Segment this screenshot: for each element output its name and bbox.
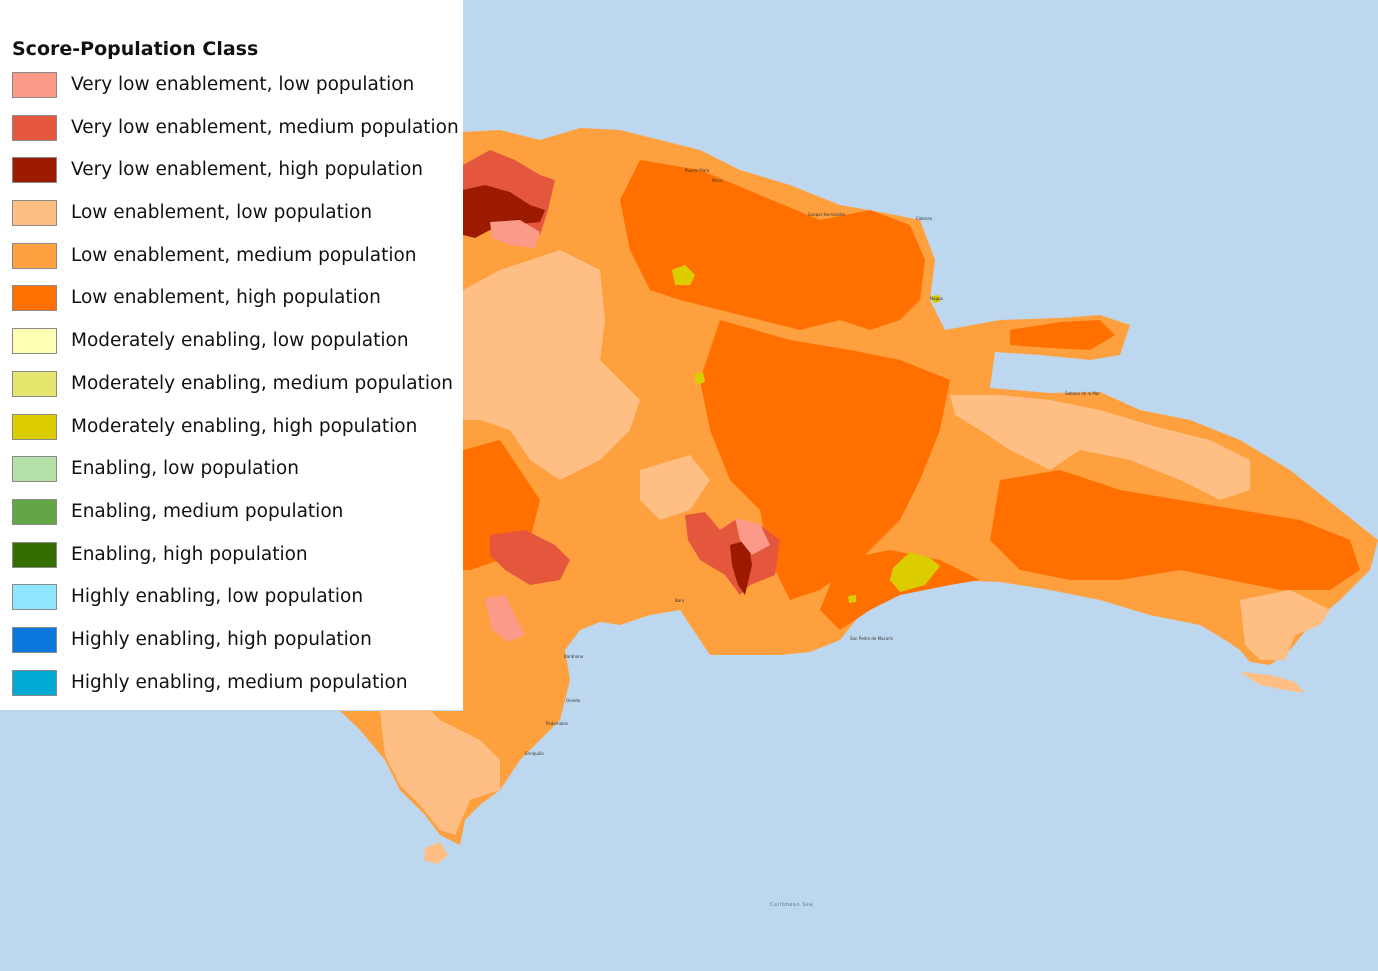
legend-label: Enabling, high population [71, 543, 308, 565]
sea-label: Caribbean Sea [770, 902, 813, 908]
place-label: Oviedo [566, 698, 581, 703]
region-verylow-low-northwest [490, 220, 540, 248]
place-label: Sabana de la Mar [1065, 391, 1100, 396]
legend-item: Enabling, medium population [12, 498, 459, 542]
legend-title: Score-Population Class [12, 38, 259, 60]
region-verylow-high-northwest [463, 185, 545, 238]
region-low-low-west [463, 250, 640, 480]
region-verylow-low-southwest [485, 595, 525, 642]
legend-label: Low enablement, low population [71, 202, 373, 224]
legend-item: Enabling, high population [12, 541, 459, 585]
place-label: Gaspar Hernández [808, 212, 845, 217]
legend-item: Low enablement, low population [12, 200, 459, 243]
legend-item: Low enablement, high population [12, 285, 459, 328]
legend-item: Low enablement, medium population [12, 242, 459, 286]
region-low-high-central [700, 320, 950, 600]
legend-item: Very low enablement, medium population [12, 114, 459, 158]
legend-item: Enabling, low population [12, 456, 459, 499]
place-label: Nagua [930, 296, 944, 301]
legend-swatch [12, 541, 57, 568]
legend-swatch [12, 157, 57, 184]
legend-label: Very low enablement, low population [71, 74, 415, 95]
legend-swatch [12, 626, 57, 653]
legend-item: Moderately enabling, low population [12, 328, 459, 371]
region-low-low-east [950, 395, 1250, 500]
legend-list: Very low enablement, low population Very … [12, 72, 459, 712]
region-low-high-peninsula [1010, 320, 1115, 350]
legend-panel: Score-Population Class Very low enableme… [0, 0, 463, 710]
legend-label: Enabling, medium population [71, 500, 344, 522]
legend-item: Very low enablement, high population [12, 157, 459, 200]
legend-swatch [12, 285, 57, 312]
legend-swatch [12, 669, 57, 696]
legend-label: Moderately enabling, medium population [71, 372, 454, 394]
place-label: Puerto Plata [685, 168, 710, 173]
place-label: Moca [712, 178, 723, 183]
legend-swatch [12, 72, 57, 98]
legend-label: Moderately enabling, high population [71, 415, 418, 437]
region-moderate-high-dot1 [848, 595, 856, 603]
place-label: San Pedro de Macorís [850, 636, 893, 641]
region-moderate-high-center [694, 372, 705, 385]
region-moderate-high-north [672, 265, 695, 285]
legend-item: Highly enabling, low population [12, 584, 459, 627]
legend-item: Highly enabling, high population [12, 626, 459, 670]
legend-label: Highly enabling, low population [71, 586, 364, 608]
legend-label: Low enablement, high population [71, 287, 381, 309]
region-low-low-islet [424, 842, 448, 864]
region-low-low-central [640, 455, 710, 520]
legend-swatch [12, 242, 57, 269]
place-label: Barahona [564, 654, 584, 659]
region-verylow-low-central [735, 518, 770, 555]
legend-swatch [12, 584, 57, 611]
legend-item: Moderately enabling, high population [12, 413, 459, 457]
legend-item: Highly enabling, medium population [12, 669, 459, 713]
place-label: Baní [675, 598, 685, 603]
legend-swatch [12, 328, 57, 355]
region-low-low-south [380, 700, 500, 835]
legend-swatch [12, 200, 57, 227]
region-verylow-medium-southwest [490, 530, 570, 585]
legend-item: Moderately enabling, medium population [12, 370, 459, 414]
legend-item: Very low enablement, low population [12, 72, 459, 115]
legend-label: Moderately enabling, low population [71, 330, 409, 352]
legend-swatch [12, 370, 57, 397]
region-verylow-high-central [730, 540, 752, 595]
region-low-high-north [620, 160, 925, 330]
legend-swatch [12, 413, 57, 440]
legend-swatch [12, 456, 57, 483]
region-low-low-southeast [1240, 590, 1330, 660]
legend-label: Enabling, low population [71, 458, 299, 480]
region-low-high-east [990, 470, 1360, 590]
region-low-low-island [1240, 672, 1305, 693]
place-label: Enriquillo [525, 751, 544, 756]
legend-label: Highly enabling, high population [71, 628, 372, 650]
region-moderate-high-east [890, 552, 940, 592]
place-label: Cabrera [916, 216, 932, 221]
legend-label: Very low enablement, medium population [71, 116, 459, 138]
legend-label: Very low enablement, high population [71, 159, 424, 181]
legend-swatch [12, 498, 57, 525]
legend-label: Highly enabling, medium population [71, 671, 408, 693]
legend-label: Low enablement, medium population [71, 244, 417, 266]
place-label: Pedernales [546, 721, 568, 726]
region-moderate-high-dot2 [932, 295, 940, 303]
legend-swatch [12, 114, 57, 141]
